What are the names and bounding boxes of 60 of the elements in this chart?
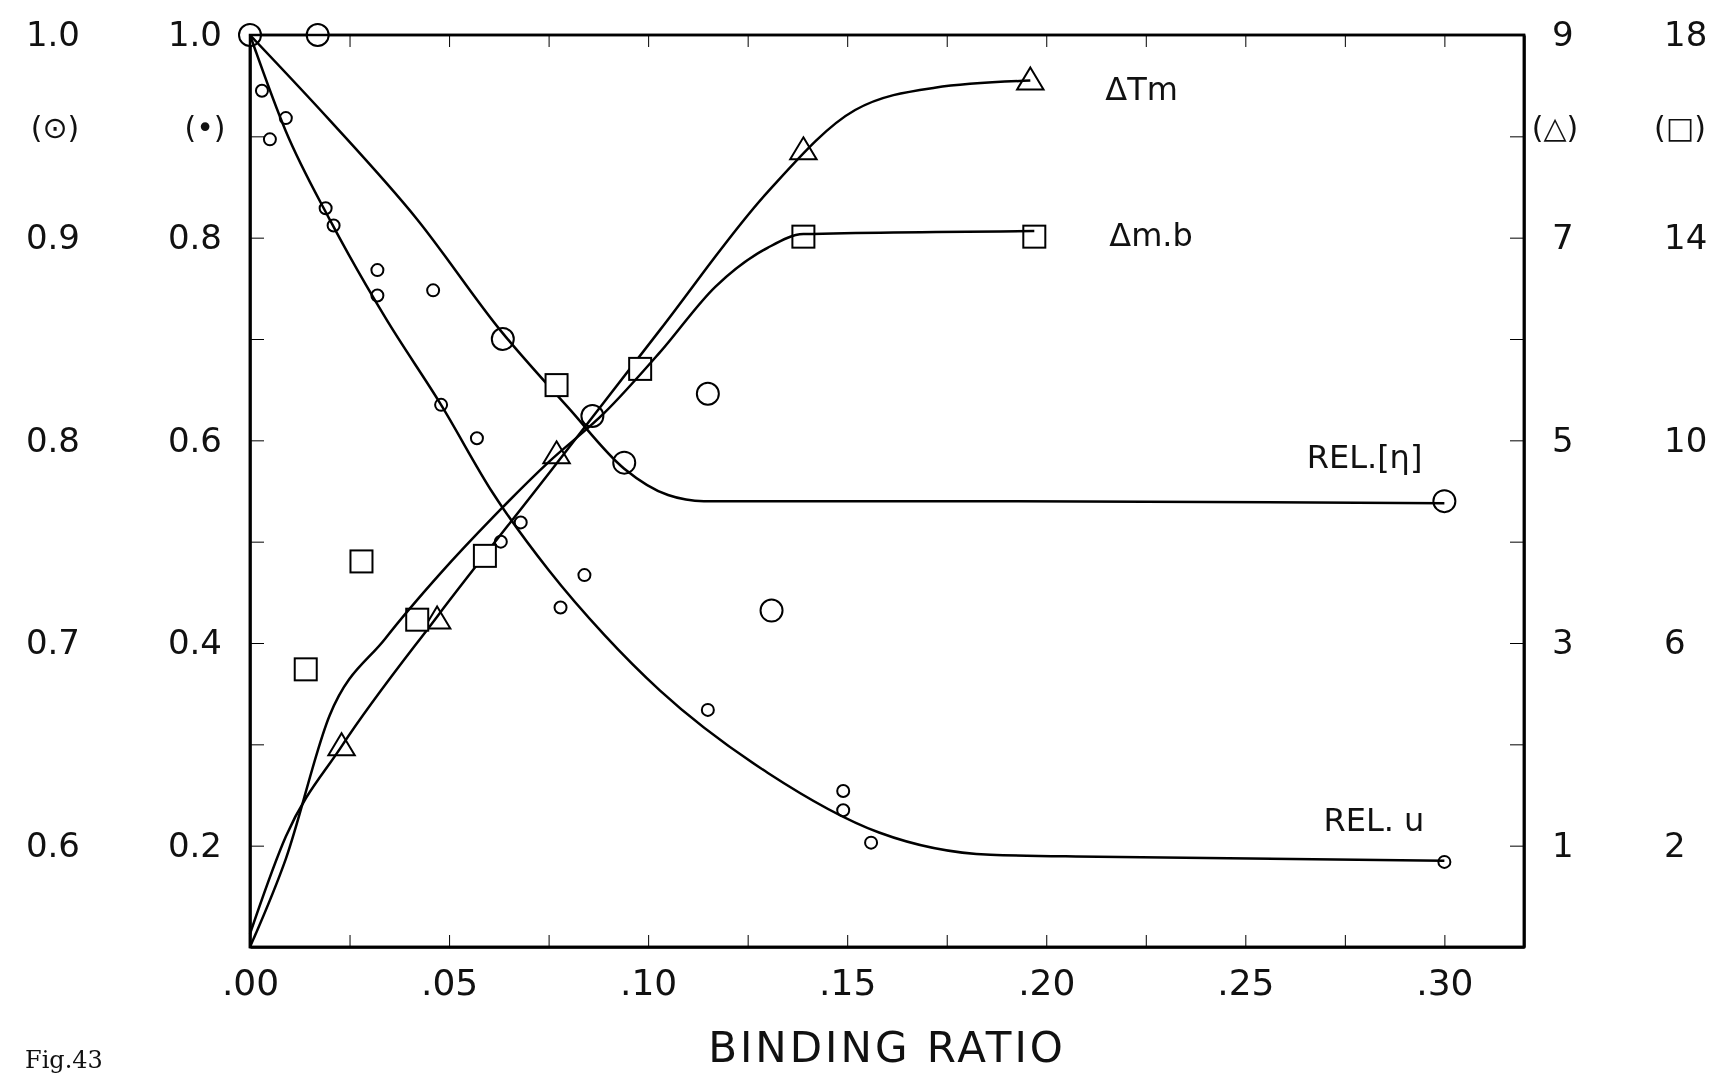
- caption: Fig.43: [25, 1046, 103, 1074]
- y2-tick-label: 0.6: [25, 825, 80, 866]
- y2-axis-title: (⊙): [30, 110, 80, 145]
- y-axis-title: (•): [184, 110, 226, 145]
- y3-tick-label: 3: [1552, 622, 1574, 663]
- point: [553, 600, 568, 615]
- y-tick-label: 0.8: [167, 217, 222, 258]
- point: [293, 657, 318, 682]
- point: [370, 263, 385, 278]
- point: [544, 373, 569, 398]
- point: [1016, 66, 1045, 91]
- y-tick-label: 1.0: [167, 14, 222, 55]
- y2-tick-label: 0.9: [25, 217, 80, 258]
- point: [262, 132, 277, 147]
- series-label: REL. u: [1323, 800, 1425, 839]
- point: [513, 515, 528, 530]
- y3-tick-label: 1: [1552, 825, 1574, 866]
- y-tick-label: 0.2: [167, 825, 222, 866]
- point: [305, 23, 330, 47]
- legend-label: ΔTm: [1105, 69, 1178, 108]
- x-tick-label: .20: [1018, 961, 1076, 1003]
- point: [700, 702, 715, 717]
- point: [426, 283, 441, 298]
- y-axis-title: (□): [1654, 110, 1706, 145]
- x-axis-title: BINDING RATIO: [708, 1023, 1066, 1072]
- x-tick-label: .30: [1416, 961, 1474, 1003]
- y-tick-label: 10: [1664, 419, 1708, 460]
- x-tick-label: .15: [819, 961, 877, 1003]
- point: [472, 543, 497, 568]
- series-label: Δm.b: [1109, 215, 1193, 254]
- x-tick-label: .00: [221, 961, 280, 1003]
- y2-tick-label: 1.0: [25, 14, 80, 55]
- y-tick-label: 0.4: [167, 622, 222, 663]
- y-tick-label: 6: [1664, 622, 1686, 663]
- point: [469, 431, 484, 446]
- point: [836, 783, 851, 798]
- x-tick-label: .25: [1217, 961, 1275, 1003]
- point: [577, 568, 592, 583]
- point: [759, 598, 784, 623]
- y3-tick-label: 9: [1552, 14, 1574, 55]
- point: [405, 607, 430, 632]
- y-tick-label: 2: [1664, 825, 1686, 866]
- y3-tick-label: 7: [1552, 217, 1574, 258]
- y-tick-label: 0.6: [167, 419, 222, 460]
- point: [695, 381, 720, 406]
- y3-tick-label: 5: [1552, 419, 1574, 460]
- x-tick-label: .10: [619, 961, 678, 1003]
- y-tick-label: 14: [1664, 217, 1708, 258]
- series-label: REL.[η]: [1306, 438, 1423, 477]
- point: [1432, 489, 1457, 514]
- y2-tick-label: 0.7: [25, 622, 80, 663]
- point: [864, 835, 879, 850]
- x-tick-label: .05: [420, 961, 479, 1003]
- point: [254, 83, 269, 98]
- y2-tick-label: 0.8: [25, 419, 80, 460]
- y-tick-label: 18: [1664, 14, 1708, 55]
- y3-axis-title: (△): [1531, 110, 1579, 145]
- point: [1022, 224, 1047, 249]
- point: [349, 549, 374, 574]
- point: [836, 803, 851, 818]
